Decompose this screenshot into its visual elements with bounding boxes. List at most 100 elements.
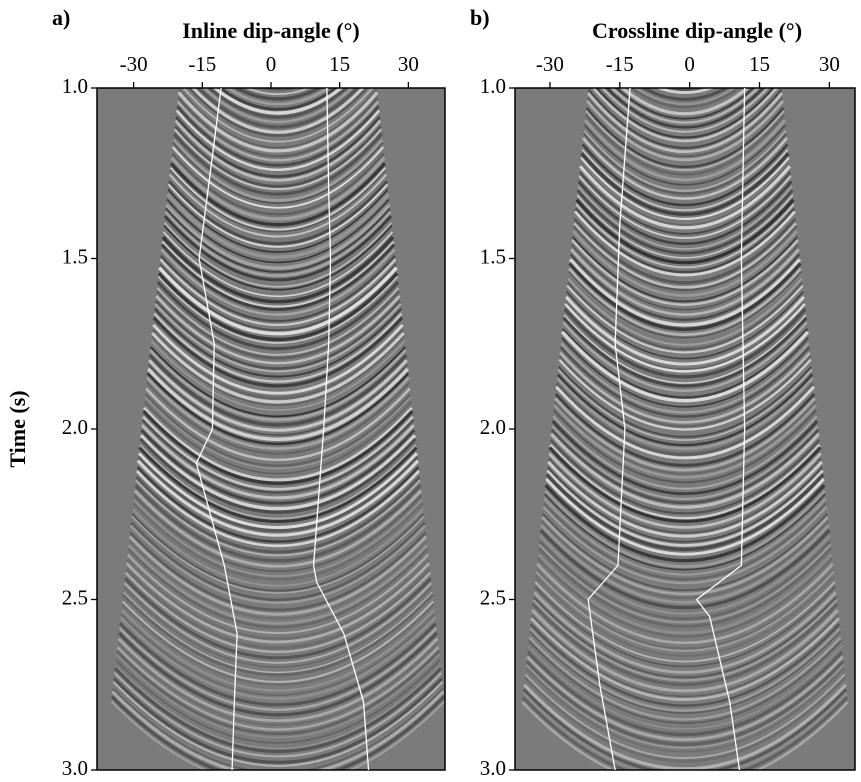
- x-tick-label: 30: [398, 52, 419, 76]
- reflection: [557, 369, 813, 441]
- y-tick-label: 2.0: [480, 415, 506, 439]
- reflection: [158, 266, 398, 336]
- reflection: [176, 105, 380, 167]
- reflection: [136, 459, 420, 537]
- reflection: [140, 429, 416, 505]
- reflection: [554, 393, 816, 467]
- reflection: [125, 562, 431, 644]
- reflection: [142, 409, 414, 485]
- axis-title: Crossline dip-angle (°): [592, 18, 802, 43]
- reflection: [556, 377, 814, 451]
- reflection: [137, 455, 419, 533]
- reflection: [568, 267, 802, 337]
- reflection: [146, 367, 410, 441]
- reflection: [177, 96, 379, 158]
- reflection: [117, 642, 439, 726]
- reflection: [549, 439, 821, 515]
- pick-line: [587, 88, 631, 770]
- reflection: [166, 193, 390, 259]
- reflection: [169, 162, 387, 227]
- reflection: [523, 683, 847, 770]
- reflection: [174, 119, 382, 182]
- reflection: [159, 263, 397, 332]
- reflection: [569, 253, 801, 321]
- reflection: [551, 420, 819, 495]
- reflection: [153, 312, 403, 383]
- reflection: [161, 241, 395, 308]
- reflection: [155, 290, 401, 360]
- reflection: [536, 568, 834, 650]
- reflection: [561, 328, 809, 399]
- reflection: [533, 591, 837, 674]
- reflection: [550, 432, 820, 509]
- reflection: [563, 314, 807, 384]
- reflection: [605, 88, 765, 129]
- reflection: [564, 301, 806, 371]
- reflection: [540, 520, 830, 600]
- reflection: [190, 88, 366, 134]
- reflection: [127, 553, 429, 635]
- reflection: [547, 460, 823, 538]
- reflection: [535, 575, 835, 657]
- reflection: [161, 235, 395, 304]
- reflection: [587, 92, 783, 153]
- reflection: [163, 222, 392, 288]
- reflection: [170, 156, 386, 221]
- reflection: [141, 419, 415, 494]
- reflection: [117, 631, 438, 717]
- reflection: [595, 88, 775, 139]
- reflection: [536, 556, 834, 638]
- reflection: [133, 494, 423, 573]
- reflection: [149, 349, 407, 422]
- reflection: [528, 640, 842, 724]
- reflection: [168, 180, 388, 245]
- reflection: [526, 650, 844, 736]
- reflection: [124, 571, 432, 654]
- reflection: [117, 637, 439, 722]
- reflection: [568, 262, 802, 332]
- reflection: [116, 650, 440, 735]
- reflection: [542, 502, 828, 581]
- reflection: [163, 215, 392, 282]
- reflection: [245, 88, 311, 95]
- reflection: [583, 130, 787, 192]
- reflection: [150, 340, 406, 411]
- reflection: [566, 281, 804, 351]
- reflection: [128, 540, 428, 620]
- reflection: [573, 222, 797, 289]
- reflection: [114, 664, 441, 750]
- reflection: [529, 623, 841, 707]
- reflection: [111, 690, 445, 770]
- pick-line: [195, 88, 238, 770]
- reflection: [573, 217, 797, 285]
- reflection: [591, 88, 779, 143]
- reflection: [169, 167, 387, 231]
- seismic-texture: [521, 88, 849, 770]
- x-tick-label: 0: [266, 52, 277, 76]
- reflection: [120, 613, 436, 696]
- reflection: [580, 152, 790, 216]
- reflection: [160, 254, 396, 323]
- reflection: [568, 270, 802, 339]
- reflection: [560, 330, 810, 403]
- reflection: [175, 116, 381, 178]
- reflection: [562, 316, 808, 388]
- reflection: [562, 321, 808, 392]
- reflection: [126, 559, 430, 641]
- reflection: [600, 88, 770, 133]
- reflection: [526, 655, 844, 741]
- reflection: [566, 284, 804, 354]
- reflection: [121, 600, 434, 683]
- series-group: [195, 88, 370, 770]
- panel-label: a): [52, 5, 70, 30]
- reflection: [115, 654, 440, 739]
- reflection: [145, 381, 411, 455]
- reflection: [207, 88, 349, 119]
- x-tick-label: 15: [329, 52, 350, 76]
- reflection: [546, 469, 824, 547]
- reflection: [127, 544, 429, 625]
- reflection: [538, 540, 832, 621]
- reflection: [537, 547, 833, 628]
- y-tick-label: 1.0: [480, 74, 506, 98]
- reflection: [524, 673, 846, 759]
